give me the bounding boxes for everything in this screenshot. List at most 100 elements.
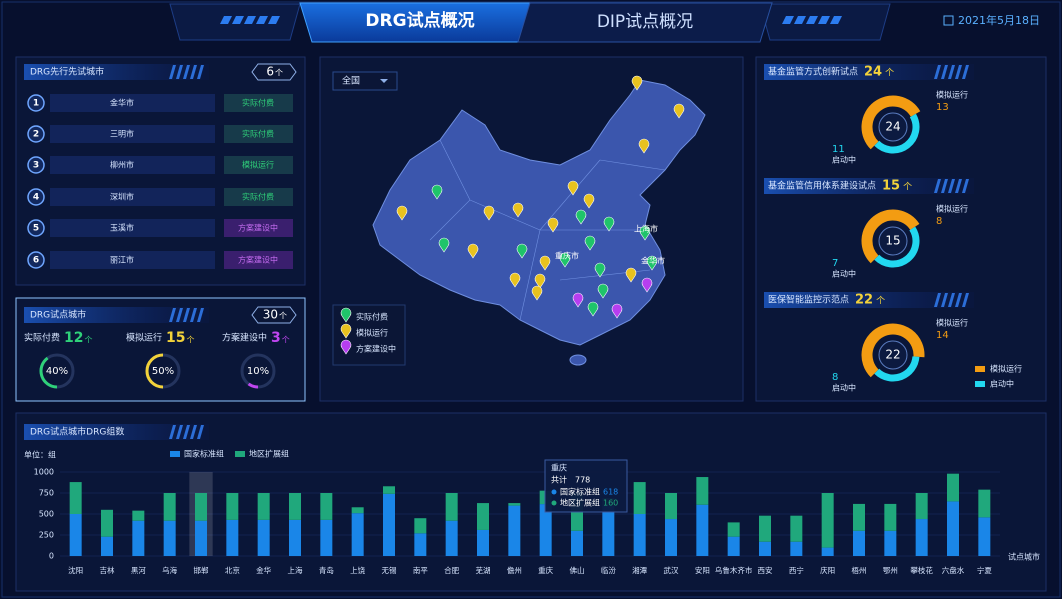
label: DRG先行先试城市 (30, 66, 104, 78)
stripe (197, 425, 204, 439)
status: 方案建设中 (238, 223, 278, 233)
donut-total: 22 (885, 348, 900, 362)
legend-label: 模拟运行 (936, 204, 968, 214)
tab-label[interactable]: DRG试点概况 (365, 10, 474, 31)
x-tick-label: 青岛 (319, 565, 334, 575)
x-tick-label: 合肥 (444, 565, 459, 575)
legend-label: 启动中 (990, 379, 1014, 389)
map-pin (509, 272, 521, 288)
x-tick-label: 乌海 (162, 565, 177, 575)
bar (884, 503, 897, 531)
stripe (934, 179, 941, 193)
donut-total: 24 (885, 120, 900, 134)
dropdown[interactable] (332, 71, 398, 91)
city-label: 金华市 (641, 256, 665, 266)
bar (414, 518, 427, 534)
tooltip-value: 160 (603, 499, 618, 508)
stripe (176, 308, 183, 322)
bar (289, 493, 301, 520)
value: 8 (832, 372, 838, 383)
rank-badge (27, 94, 45, 112)
bar (445, 520, 458, 556)
dropdown-arrow[interactable] (380, 79, 388, 83)
bar (163, 520, 176, 556)
stripe (190, 425, 197, 439)
stripe (190, 308, 197, 322)
count: 15 (882, 179, 900, 194)
map-pin (438, 237, 450, 253)
label: 基金监管信用体系建设试点 (768, 180, 876, 192)
status-box (224, 251, 293, 269)
status-box (224, 156, 293, 174)
x-tick-label: 宁夏 (977, 565, 992, 575)
status-box (224, 125, 293, 143)
bar (445, 493, 458, 521)
legend-label: 地区扩展组 (249, 449, 289, 459)
x-tick-label: 北京 (225, 565, 240, 575)
value: 14 (936, 330, 949, 341)
bar (571, 530, 583, 556)
tooltip-label: 共计 (551, 475, 567, 485)
stripe (941, 65, 948, 79)
donut-running (861, 323, 925, 378)
stripe (955, 65, 962, 79)
name-box (50, 156, 215, 174)
legend-label: 模拟运行 (936, 90, 968, 100)
tab-label[interactable]: DIP试点概况 (597, 12, 693, 32)
count: 12 (64, 330, 83, 346)
bar (101, 509, 113, 537)
map-pin (638, 138, 650, 154)
map-pin (547, 217, 559, 233)
tab[interactable] (517, 2, 773, 43)
donut-starting (874, 356, 920, 382)
bar (414, 533, 427, 556)
bar (477, 503, 489, 530)
rank: 3 (33, 161, 39, 171)
dropdown-value[interactable]: 全国 (342, 75, 360, 87)
bar (915, 519, 928, 556)
value: 8 (936, 216, 942, 227)
x-tick-label: 乌鲁木齐市 (715, 565, 753, 575)
bar (790, 541, 803, 556)
stripes (220, 16, 842, 24)
map-pin (597, 283, 609, 299)
name-box (50, 94, 215, 112)
x-tick-label: 黑河 (131, 566, 146, 575)
x-tick-label: 沈阳 (68, 565, 83, 575)
bar (195, 520, 207, 556)
x-tick-label: 武汉 (664, 565, 679, 575)
stripe (934, 65, 941, 79)
gauge-arc (145, 353, 164, 389)
bar (508, 503, 521, 506)
stripe (183, 65, 190, 79)
status-box (224, 94, 293, 112)
donut-center (878, 226, 908, 256)
tooltip (544, 459, 628, 513)
status: 实际付费 (242, 192, 274, 202)
map-pin (584, 235, 596, 251)
map-pin (641, 277, 653, 293)
status-box (224, 188, 293, 206)
status: 实际付费 (242, 129, 274, 139)
donut-center (878, 340, 908, 370)
bar (101, 536, 113, 556)
bar (665, 493, 677, 520)
count-badge (251, 306, 297, 324)
city-name: 金华市 (110, 98, 134, 108)
bar (947, 473, 959, 502)
stripe (955, 179, 962, 193)
stripe (948, 293, 955, 307)
legend-label: 启动中 (832, 383, 856, 393)
legend-swatch (170, 451, 180, 457)
bar (508, 505, 521, 556)
title-bar (764, 178, 974, 194)
stripe (176, 425, 183, 439)
rank-badge (27, 125, 45, 143)
map-pin (673, 103, 685, 119)
bar (978, 489, 991, 518)
map-hainan (569, 354, 587, 366)
map-pin (639, 225, 651, 241)
x-tick-label: 攀枝花 (910, 565, 933, 575)
x-tick-label: 儋州 (507, 565, 522, 575)
